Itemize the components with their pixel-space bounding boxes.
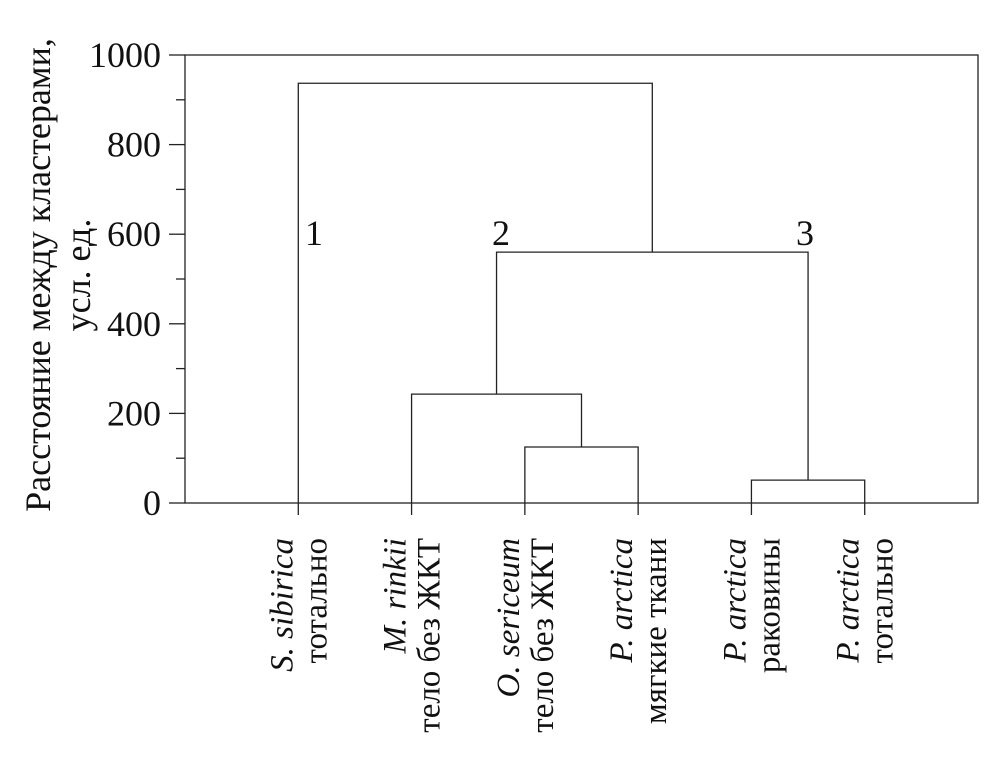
cluster-number: 2 [492, 213, 510, 253]
y-tick-label: 400 [107, 304, 161, 344]
leaf-part: тело без ЖКТ [412, 538, 448, 733]
cluster-number: 3 [796, 213, 814, 253]
leaf-part: раковины [751, 538, 787, 673]
y-tick-label: 200 [107, 393, 161, 433]
leaf-species: M. rinkii [378, 538, 414, 654]
y-axis-label: усл. ед. [58, 219, 98, 332]
cluster-link [524, 446, 639, 503]
cluster-number: 1 [305, 213, 323, 253]
y-tick-label: 800 [107, 125, 161, 165]
cluster-link [410, 393, 583, 503]
cluster-link [750, 479, 866, 503]
cluster-link [495, 251, 809, 481]
leaf-part: тотально [298, 538, 334, 664]
leaf-species: P. arctica [831, 538, 867, 664]
leaf-species: O. sericeum [491, 538, 527, 697]
leaf-species: P. arctica [717, 538, 753, 664]
y-tick-label: 1000 [89, 35, 161, 75]
leaf-part: мягкие ткани [638, 538, 674, 724]
leaf-species: P. arctica [604, 538, 640, 664]
y-tick-label: 0 [143, 483, 161, 523]
cluster-link [297, 82, 653, 503]
leaf-part: тотально [865, 538, 901, 664]
leaf-species: S. sibirica [264, 538, 300, 672]
leaf-part: тело без ЖКТ [525, 538, 561, 733]
y-tick-label: 600 [107, 214, 161, 254]
y-axis-label: Расстояние между кластерами, [18, 38, 58, 512]
